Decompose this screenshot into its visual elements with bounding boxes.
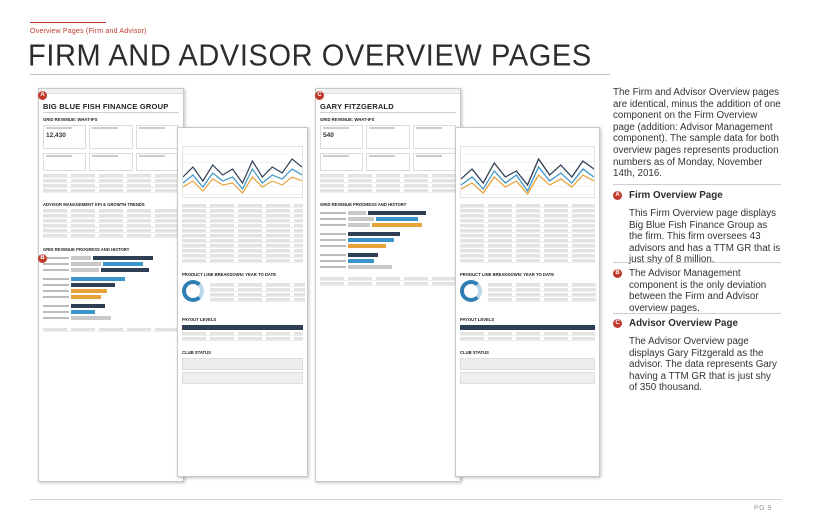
- payout-heading: PAYOUT LEVELS: [182, 317, 217, 322]
- product-line-heading: PRODUCT LINE BREAKDOWN: YEAR TO DATE: [460, 272, 554, 277]
- advisor-management-heading: ADVISOR MANAGEMENT KPI & GROWTH TRENDS: [43, 202, 145, 207]
- payout-bar: [182, 325, 303, 330]
- firm-overview-section: A Firm Overview Page This Firm Overview …: [613, 190, 781, 266]
- kpi-card: 540: [320, 125, 364, 149]
- payout-heading: PAYOUT LEVELS: [460, 317, 495, 322]
- kpi-row: 12,430: [39, 123, 183, 151]
- badge-a: A: [613, 191, 622, 200]
- kpi-value: 540: [323, 132, 334, 139]
- section-divider: [613, 313, 781, 314]
- kpi-card: [366, 125, 410, 149]
- kpi-card: [320, 153, 364, 171]
- section-label: Overview Pages (Firm and Advisor): [30, 28, 147, 35]
- badge-advisor: C: [315, 91, 324, 100]
- page-number: PG 9: [754, 505, 772, 512]
- advisor-name: GARY FITZGERALD: [320, 102, 394, 111]
- page-title: FIRM AND ADVISOR OVERVIEW PAGES: [28, 39, 592, 73]
- kpi-card: 12,430: [43, 125, 87, 149]
- firm-detail-screenshot: PRODUCT LINE BREAKDOWN: YEAR TO DATE PAY…: [177, 127, 308, 477]
- revenue-trend-chart: [182, 146, 303, 198]
- kpi-value: 12,430: [46, 132, 66, 139]
- progress-bars: [316, 208, 460, 271]
- product-donut-chart: [182, 280, 204, 302]
- firm-overview-heading: Firm Overview Page: [629, 190, 723, 201]
- advisor-overview-section: C Advisor Overview Page The Advisor Over…: [613, 318, 781, 394]
- kpi-card: [135, 125, 179, 149]
- kpi-card: [366, 153, 410, 171]
- kpi-card: [89, 125, 133, 149]
- progress-bars: [39, 253, 183, 322]
- title-divider: [30, 74, 610, 75]
- club-status-heading: CLUB STATUS: [460, 350, 489, 355]
- footer-divider: [30, 499, 782, 500]
- firm-name: BIG BLUE FISH FINANCE GROUP: [43, 102, 169, 111]
- kpi-card: [89, 153, 133, 171]
- section-divider: [613, 184, 781, 185]
- kpi-row: 540: [316, 123, 460, 151]
- revenue-trend-chart: [460, 146, 595, 198]
- kpi-card: [43, 153, 87, 171]
- screenshot-nav-bar: [316, 89, 460, 94]
- badge-firm: A: [38, 91, 47, 100]
- progress-heading: GRID REVENUE PROGRESS AND HISTORY: [320, 202, 407, 207]
- section-divider: [613, 262, 781, 263]
- product-donut-chart: [460, 280, 482, 302]
- badge-b: B: [613, 269, 622, 278]
- grid-revenue-heading: GRID REVENUE: WHAT-IFS: [320, 117, 375, 122]
- kpi-card: [135, 153, 179, 171]
- advisor-overview-screenshot: GARY FITZGERALD GRID REVENUE: WHAT-IFS 5…: [315, 88, 461, 482]
- firm-overview-body: This Firm Overview page displays Big Blu…: [629, 208, 781, 266]
- section-accent-line: [30, 22, 106, 23]
- advisor-overview-body: The Advisor Overview page displays Gary …: [629, 336, 777, 394]
- screenshot-nav-bar: [39, 89, 183, 94]
- progress-heading: GRID REVENUE PROGRESS AND HISTORY: [43, 247, 130, 252]
- advisor-overview-heading: Advisor Overview Page: [629, 318, 738, 329]
- kpi-card: [412, 153, 456, 171]
- overview-description: The Firm and Advisor Overview pages are …: [613, 87, 781, 180]
- badge-c: C: [613, 319, 622, 328]
- advisor-management-body: The Advisor Management component is the …: [629, 268, 767, 314]
- badge-mgmt: B: [38, 254, 47, 263]
- advisor-management-section: B The Advisor Management component is th…: [613, 268, 781, 314]
- advisor-detail-screenshot: PRODUCT LINE BREAKDOWN: YEAR TO DATE PAY…: [455, 127, 600, 477]
- firm-overview-screenshot: BIG BLUE FISH FINANCE GROUP GRID REVENUE…: [38, 88, 184, 482]
- club-status-heading: CLUB STATUS: [182, 350, 211, 355]
- product-line-heading: PRODUCT LINE BREAKDOWN: YEAR TO DATE: [182, 272, 276, 277]
- payout-bar: [460, 325, 595, 330]
- kpi-card: [412, 125, 456, 149]
- grid-revenue-heading: GRID REVENUE: WHAT-IFS: [43, 117, 98, 122]
